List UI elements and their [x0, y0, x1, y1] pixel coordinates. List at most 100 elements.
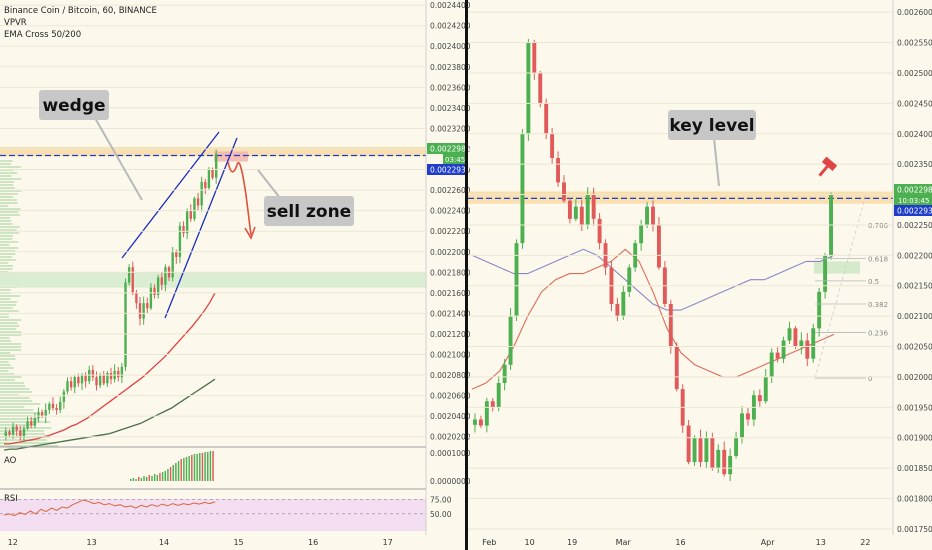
volume-profile-bar — [0, 268, 13, 270]
volume-profile-bar — [0, 400, 33, 402]
price-tick-label: 0.0022000 — [897, 251, 932, 260]
date-tick-label: 16 — [675, 538, 685, 547]
candle — [142, 303, 145, 319]
volume-profile-bar — [0, 232, 20, 234]
price-tick-label: 0.0021400 — [430, 309, 471, 318]
left-price-pane — [0, 0, 426, 447]
candle — [769, 352, 774, 377]
volume-profile-bar — [0, 352, 11, 354]
fib-level-label: 0.618 — [868, 255, 888, 263]
date-tick-label: Apr — [761, 538, 776, 547]
candle — [674, 346, 679, 390]
right-badge-level-text: 0.0022937 — [897, 207, 932, 216]
volume-profile-bar — [0, 424, 36, 426]
price-tick-label: 0.0020600 — [430, 392, 471, 401]
volume-profile-bar — [0, 214, 21, 216]
candle — [4, 431, 8, 437]
candle — [211, 169, 214, 178]
fib-level-label: 0.786 — [868, 222, 889, 230]
right-badge-price — [894, 184, 932, 195]
candle — [627, 267, 632, 292]
volume-profile-bar — [0, 445, 59, 447]
left-zones — [0, 146, 426, 288]
ao-bar — [193, 454, 196, 481]
volume-profile-bar — [0, 238, 13, 240]
left-date-axis: 12 13 14 15 16 17 — [8, 538, 393, 547]
candle — [146, 303, 149, 309]
candle — [704, 437, 709, 463]
alert-hammer-icon — [818, 156, 838, 177]
ao-bar — [161, 472, 164, 481]
date-tick-label: 13 — [816, 538, 826, 547]
candle — [127, 267, 131, 283]
candle — [716, 449, 721, 469]
candle — [651, 206, 655, 225]
ao-bar — [140, 478, 143, 481]
key-callout — [668, 110, 756, 140]
candle — [102, 375, 105, 384]
volume-profile-bar — [0, 250, 16, 252]
candle — [728, 455, 733, 475]
candle — [48, 403, 51, 411]
left-badge-level-text: 0.0022937 — [430, 166, 471, 175]
volume-profile-bar — [0, 310, 19, 312]
volume-profile-bar — [0, 262, 9, 264]
candle — [656, 224, 661, 268]
price-tick-label: 0.0023200 — [430, 124, 471, 133]
candle — [135, 292, 138, 304]
date-tick-label: 22 — [860, 538, 870, 547]
volume-profile-bar — [0, 166, 22, 168]
candle — [149, 287, 153, 309]
candle — [182, 226, 185, 234]
candle — [175, 251, 178, 257]
candle — [33, 418, 37, 426]
candle — [178, 226, 182, 257]
volume-profile-bar — [0, 355, 15, 357]
ao-histogram: 0.0001000 0.0000000 — [130, 449, 471, 486]
volume-profile-bar — [0, 403, 41, 405]
candle — [117, 370, 120, 378]
ao-bar — [188, 456, 190, 481]
ao-bar — [183, 458, 185, 481]
volume-profile-bar — [0, 211, 19, 213]
volume-profile-bar — [0, 223, 13, 225]
left-badge-countdown — [443, 154, 465, 164]
volume-profile-bar — [0, 295, 21, 297]
candle — [591, 194, 596, 219]
candle — [502, 364, 507, 384]
candle — [763, 376, 768, 402]
candle — [745, 413, 750, 420]
volume-profile-bar — [0, 412, 37, 414]
volume-profile-bar — [0, 196, 14, 198]
candle — [567, 200, 572, 219]
ao-bar — [167, 469, 169, 481]
volume-profile-bar — [0, 433, 45, 435]
price-tick-label: 0.0021000 — [897, 312, 932, 321]
candle — [621, 291, 626, 317]
candle — [200, 181, 203, 206]
volume-profile-bar — [0, 304, 16, 306]
volume-profile-bar — [0, 418, 39, 420]
volume-profile-bar — [0, 241, 19, 243]
candle — [37, 412, 40, 419]
ao-bar — [137, 477, 140, 481]
price-tick-label: 0.0022400 — [430, 207, 471, 216]
volume-profile-bar — [0, 244, 10, 246]
candle — [106, 373, 109, 384]
volume-profile-bar — [0, 313, 9, 315]
volume-profile-bar — [0, 340, 12, 342]
rsi-line: 75.00 50.00 — [0, 496, 452, 519]
ao-bar — [169, 467, 172, 481]
rsi-band — [0, 499, 426, 531]
date-tick-label: 19 — [567, 538, 577, 547]
volume-profile-bar — [0, 175, 12, 177]
candle — [80, 375, 84, 384]
candle — [823, 255, 828, 292]
